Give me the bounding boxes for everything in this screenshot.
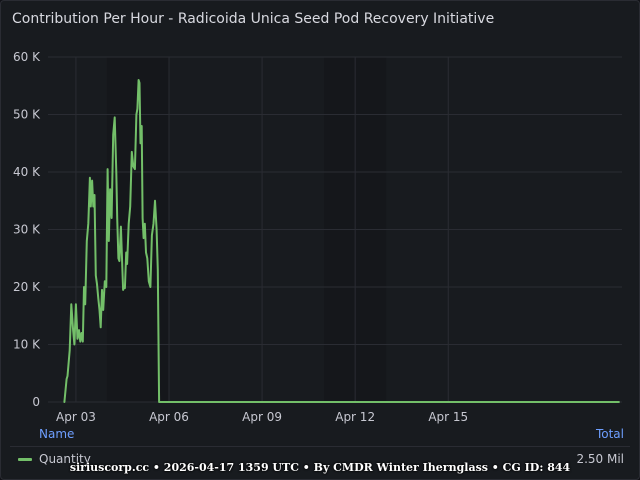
x-tick-label: Apr 06 [149,410,189,424]
y-tick-label: 30 K [13,223,41,237]
legend-name-header[interactable]: Name [39,427,75,441]
y-tick-label: 40 K [13,165,41,179]
x-tick-label: Apr 09 [242,410,282,424]
panel-title: Contribution Per Hour - Radicoida Unica … [12,11,495,27]
y-tick-label: 60 K [13,50,41,64]
series-line-quantity [63,79,620,403]
y-tick-label: 10 K [13,338,41,352]
legend-row-quantity[interactable]: Quantity 2.50 Mil [10,446,630,471]
legend-series-swatch [18,458,32,461]
y-tick-label: 20 K [13,280,41,294]
legend-total-header[interactable]: Total [595,427,624,441]
y-tick-label: 50 K [13,108,41,122]
x-tick-label: Apr 15 [428,410,468,424]
y-tick-label: 0 [32,395,40,409]
legend-series-total: 2.50 Mil [576,452,624,466]
watermark-footer: siriuscorp.cc • 2026-04-17 1359 UTC • By… [69,461,571,474]
legend-series-label[interactable]: Quantity [39,452,91,466]
x-tick-label: Apr 03 [56,410,96,424]
x-tick-label: Apr 12 [335,410,375,424]
